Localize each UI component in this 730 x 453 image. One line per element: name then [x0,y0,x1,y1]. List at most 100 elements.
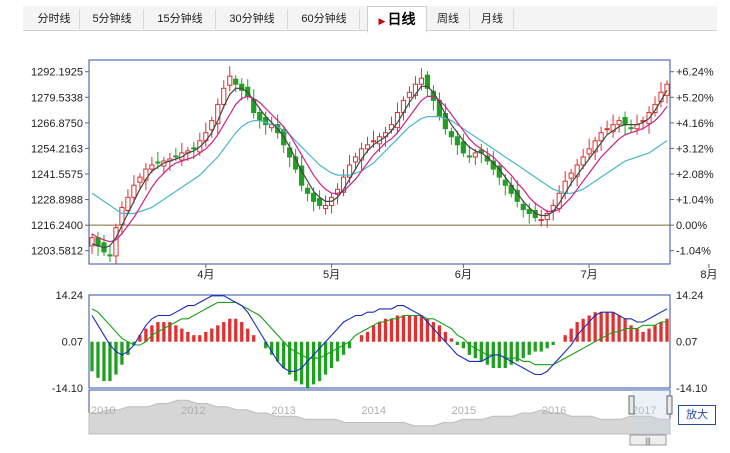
navigator-year-label: 2015 [452,405,476,417]
tab-daily-label: 日线 [387,11,416,27]
x-tick-label: 7月 [581,269,598,281]
candle-body [424,74,431,89]
candle-body [334,188,341,195]
candle-body [173,155,179,158]
candle-body [406,91,413,98]
tab-15min[interactable]: 15分钟线 [145,9,216,29]
macd-y-tick-label: 0.07 [62,337,83,349]
candle-body [149,164,155,170]
candle-body [251,98,257,114]
period-tab-bar: 分时线 5分钟线 15分钟线 30分钟线 60分钟线 ▶ 日线 周线 月线 [23,6,717,33]
tab-daily[interactable]: ▶ 日线 [367,6,427,33]
candle-body [610,124,616,133]
tab-30min[interactable]: 30分钟线 [217,9,288,29]
candle-body [209,120,215,131]
candle-body [125,196,131,211]
macd-panel: 14.24 14.24 0.07 0.07 -14.10 -14.10 [52,290,707,395]
candle-body [628,127,634,130]
macd-y-tick-label-right: 0.07 [676,337,697,349]
active-arrow-icon: ▶ [378,16,386,26]
x-tick-label: 4月 [197,269,214,281]
candle-body [346,164,353,178]
candle-body [568,172,574,179]
navigator-window [632,390,670,434]
candle-body [364,144,371,150]
navigator-left-handle [628,395,635,415]
tab-weekly[interactable]: 周线 [427,9,470,29]
candle-body [472,152,478,158]
candle-body [412,83,419,96]
pct-tick-label: +6.24% [676,67,714,79]
candle-body [131,184,137,198]
scroll-grip-icon: ||| [645,438,651,445]
tab-5min[interactable]: 5分钟线 [81,9,144,29]
candle-body [155,161,161,164]
ma-pink-line [91,95,668,243]
price-y-tick-label: 1279.5338 [31,92,83,104]
candle-body [311,192,317,202]
candle-body [227,75,233,86]
candle-body [257,112,263,122]
candle-body [263,117,269,126]
candle-body [317,197,323,206]
tab-timeshare[interactable]: 分时线 [29,9,80,29]
candle-body [616,120,622,126]
tab-60min[interactable]: 60分钟线 [289,9,360,29]
price-y-tick-label: 1228.8988 [31,195,83,207]
candle-body [137,176,143,183]
candle-body [305,187,311,194]
navigator-year-label: 2012 [181,405,205,417]
candle-body [418,77,425,85]
x-tick-label: 6月 [455,269,472,281]
navigator-area [88,399,671,435]
navigator-right-handle [666,395,673,415]
navigator-year-label: 2010 [91,405,115,417]
candle-body [580,156,586,166]
candle-body [544,213,550,221]
candle-body [233,78,239,85]
candle-body [95,237,101,247]
tab-monthly[interactable]: 月线 [471,9,514,29]
candle-body [598,132,604,142]
candle-body [370,140,377,143]
candle-body [622,117,628,126]
candle-body [221,87,227,105]
candle-body [466,155,472,158]
dea-line [91,301,667,366]
macd-y-tick-label: 14.24 [55,290,83,302]
candle-body [239,83,245,91]
navigator-scrollbar-thumb [629,434,667,446]
zoom-button[interactable]: 放大 [678,405,716,425]
candle-body [664,83,670,96]
candle-body [89,237,95,247]
pct-tick-label: +4.16% [676,118,714,130]
navigator-panel[interactable]: 2010 2012 2013 2014 2015 2016 2017 ||| [88,389,673,446]
candle-body [526,208,532,215]
macd-y-tick-label: -14.10 [52,383,83,395]
candle-body [634,124,640,130]
candle-body [538,219,544,222]
pct-tick-label: +3.12% [676,143,714,155]
pct-tick-label: 0.00% [676,220,707,232]
pct-tick-label: +1.04% [676,195,714,207]
candle-body [520,203,526,210]
pct-tick-label: -1.04% [676,246,711,258]
price-y-tick-label: 1254.2163 [31,143,83,155]
dif-line [91,295,668,376]
price-y-tick-label: 1216.2400 [31,220,83,232]
candle-body [322,204,329,209]
ma-dark-line [91,85,668,249]
candle-body [592,140,598,153]
navigator-year-label: 2016 [542,405,566,417]
navigator-year-label: 2017 [632,405,656,417]
candle-body [454,136,460,146]
candle-body [191,147,197,150]
pct-tick-label: +5.20% [676,92,714,104]
ma-cyan-line [91,115,668,215]
navigator-year-label: 2013 [271,405,295,417]
candle-body [113,227,119,257]
price-y-tick-label: 1241.5575 [31,169,83,181]
candle-body [448,131,454,138]
x-tick-label: 8月 [700,269,717,281]
